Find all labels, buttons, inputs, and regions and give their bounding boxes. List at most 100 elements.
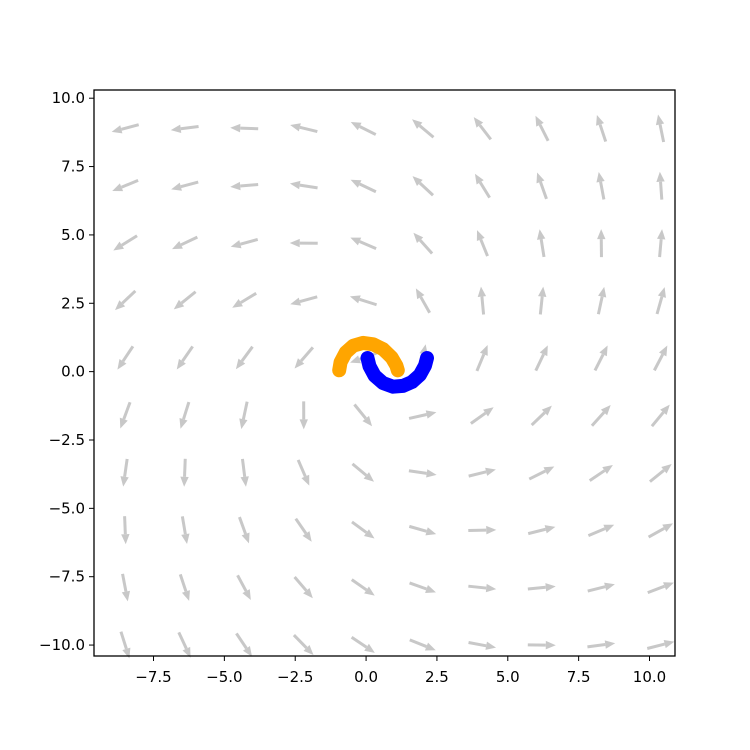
field-arrow (230, 238, 259, 249)
field-arrow (468, 640, 497, 650)
x-tick-label: −7.5 (135, 668, 171, 686)
field-arrow (587, 524, 615, 538)
field-arrow (170, 124, 199, 133)
field-arrow (235, 632, 253, 657)
field-arrow (527, 640, 556, 650)
y-tick-label: 2.5 (61, 294, 85, 312)
series-curve (332, 335, 405, 378)
field-arrow (534, 345, 548, 372)
field-arrow (409, 638, 436, 651)
field-arrow (113, 234, 138, 251)
field-arrow (477, 286, 487, 315)
x-tick-label: −2.5 (277, 668, 313, 686)
field-arrow (239, 401, 249, 430)
field-arrow (294, 517, 312, 542)
field-arrow (180, 516, 190, 545)
field-arrow (538, 286, 547, 315)
field-arrow (473, 117, 492, 141)
field-arrow (476, 230, 489, 257)
field-arrow (656, 229, 666, 258)
field-arrow (235, 345, 254, 370)
field-arrow (413, 232, 434, 255)
field-arrow (587, 582, 615, 593)
field-arrow (649, 463, 672, 483)
y-tick-label: 10.0 (52, 89, 85, 107)
field-arrow (587, 640, 616, 649)
field-arrow (349, 295, 378, 307)
field-arrow (176, 345, 194, 370)
field-arrow (350, 636, 375, 653)
field-arrow (350, 578, 375, 596)
field-arrow (474, 173, 491, 199)
field-arrow (180, 458, 189, 487)
field-arrow (468, 467, 496, 478)
field-arrow (171, 180, 199, 191)
field-arrow (351, 520, 375, 539)
field-arrow (119, 401, 132, 429)
field-arrow (240, 458, 249, 487)
field-arrow (468, 583, 497, 593)
field-arrow (179, 401, 191, 429)
x-tick-label: 5.0 (496, 668, 520, 686)
field-arrow (590, 404, 611, 427)
field-arrow (655, 114, 666, 143)
field-arrow (117, 345, 135, 370)
field-arrow (650, 404, 670, 428)
field-arrow (596, 286, 607, 315)
field-arrow (299, 401, 308, 430)
field-arrow (470, 407, 494, 425)
field-arrow (527, 525, 556, 536)
field-arrow (408, 410, 437, 420)
field-arrow (289, 238, 318, 248)
x-tick-label: 10.0 (633, 668, 666, 686)
y-tick-label: 7.5 (61, 158, 85, 176)
field-arrow (415, 288, 431, 314)
y-tick-label: −5.0 (49, 499, 85, 517)
field-arrow (537, 229, 546, 258)
field-arrow (412, 176, 435, 197)
field-arrow (647, 582, 674, 595)
y-tick-label: 5.0 (61, 226, 85, 244)
field-arrow (238, 516, 250, 544)
field-arrow (653, 345, 668, 372)
field-arrow (292, 634, 314, 656)
field-arrow (646, 640, 675, 650)
field-arrow (119, 631, 131, 659)
field-arrow (412, 119, 435, 139)
y-tick-label: −10.0 (39, 636, 85, 654)
field-arrow (120, 458, 129, 487)
field-arrow (173, 290, 197, 310)
field-arrow (294, 346, 315, 369)
field-arrow (350, 237, 377, 251)
field-arrow (408, 524, 437, 536)
field-arrow (351, 462, 375, 482)
y-tick-label: −2.5 (49, 431, 85, 449)
field-arrow (593, 345, 608, 372)
field-arrow (647, 523, 674, 539)
field-arrow (121, 516, 130, 545)
field-arrow (353, 403, 373, 427)
field-arrow (409, 581, 436, 593)
field-arrow (535, 115, 550, 142)
field-arrow (177, 631, 191, 658)
data-series (332, 335, 434, 394)
field-arrow (290, 123, 318, 134)
field-arrow (350, 179, 377, 194)
field-arrow (230, 123, 259, 133)
field-arrow (528, 466, 555, 481)
field-arrow (232, 292, 257, 308)
x-tick-label: 0.0 (354, 668, 378, 686)
field-arrow (530, 405, 552, 427)
y-axis: −10.0 −7.5 −5.0 −2.5 0.0 2.5 5.0 7.5 10.0 (39, 89, 94, 654)
field-arrow (350, 122, 377, 136)
field-arrow (596, 114, 608, 143)
field-arrow (121, 573, 131, 602)
x-axis: −7.5 −5.0 −2.5 0.0 2.5 5.0 7.5 10.0 (135, 656, 666, 686)
field-arrow (408, 469, 437, 478)
field-arrow (172, 235, 198, 250)
x-tick-label: 7.5 (567, 668, 591, 686)
field-arrow (111, 123, 140, 134)
x-tick-label: −5.0 (206, 668, 242, 686)
y-tick-label: 0.0 (61, 363, 85, 381)
field-arrow (112, 178, 139, 192)
